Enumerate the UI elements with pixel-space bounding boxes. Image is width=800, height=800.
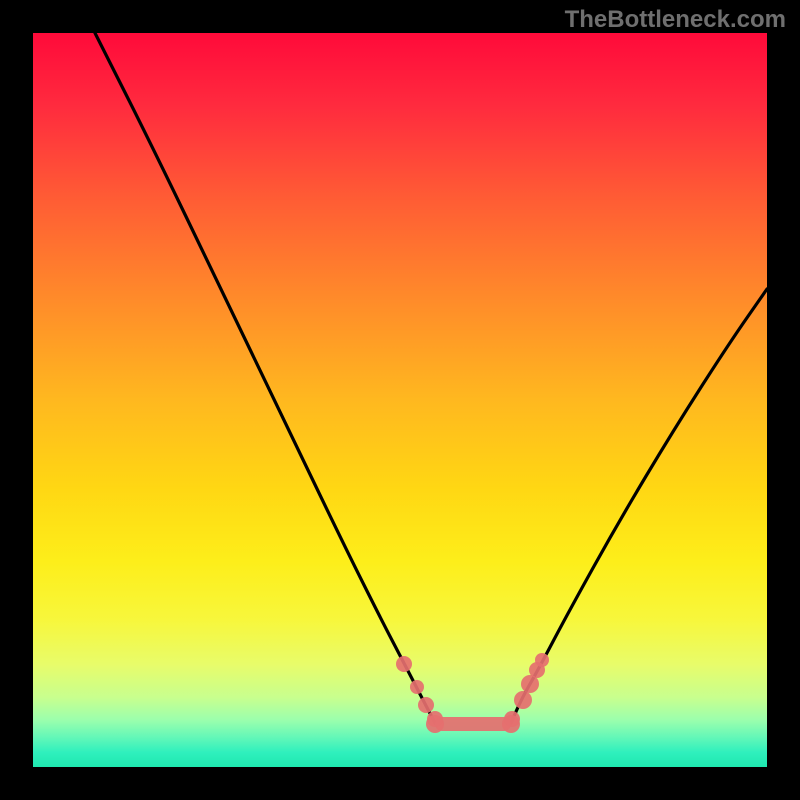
plot-area [33, 33, 767, 767]
chart-canvas: TheBottleneck.com [0, 0, 800, 800]
background-gradient [33, 33, 767, 767]
gradient-rect [33, 33, 767, 767]
watermark-text: TheBottleneck.com [565, 6, 786, 34]
